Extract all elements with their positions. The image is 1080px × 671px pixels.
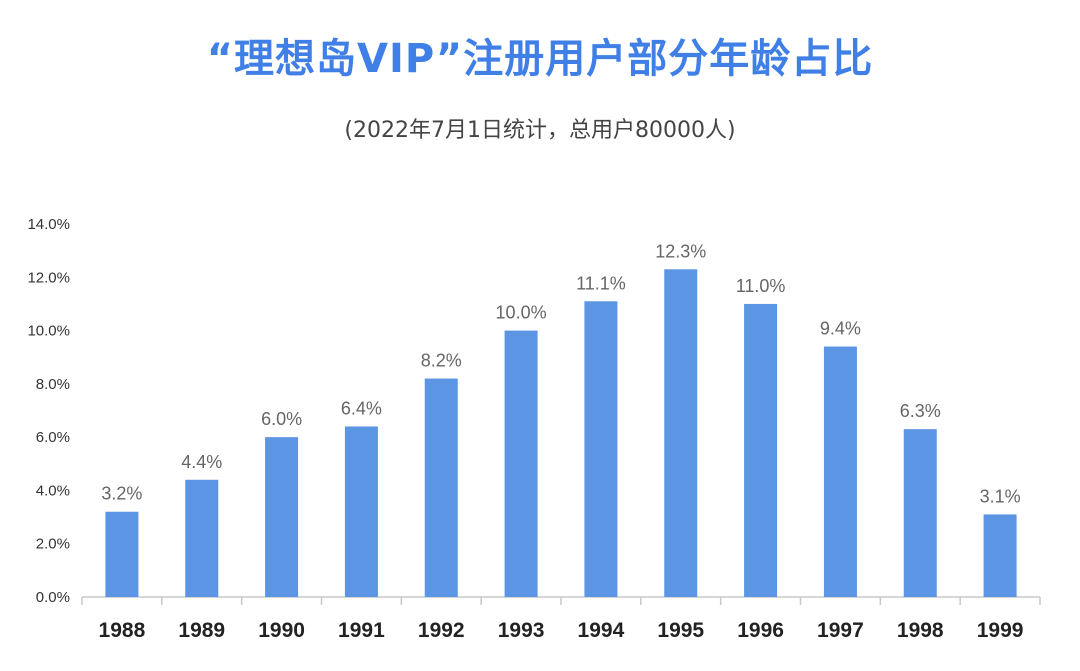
bar-1998 — [903, 429, 937, 597]
x-tick-label: 1998 — [897, 619, 944, 642]
x-tick-label: 1995 — [657, 619, 704, 642]
data-label: 9.4% — [820, 319, 861, 339]
data-label: 6.4% — [341, 398, 382, 418]
y-tick-label: 2.0% — [36, 536, 70, 553]
chart-subtitle: (2022年7月1日统计，总用户80000人) — [344, 118, 736, 143]
data-label: 3.2% — [101, 484, 142, 504]
x-tick-label: 1997 — [817, 619, 864, 642]
y-tick-label: 10.0% — [27, 323, 70, 340]
bar-1993 — [504, 330, 538, 597]
bar-1988 — [105, 511, 139, 597]
bar-1990 — [265, 437, 299, 597]
data-label: 6.0% — [261, 409, 302, 429]
x-tick-label: 1988 — [99, 619, 146, 642]
x-tick-label: 1994 — [578, 619, 625, 642]
bar-1991 — [344, 426, 378, 597]
x-tick-label: 1992 — [418, 619, 465, 642]
x-tick-label: 1996 — [737, 619, 784, 642]
x-tick-label: 1999 — [977, 619, 1024, 642]
data-label: 11.1% — [576, 273, 626, 293]
data-label: 6.3% — [900, 401, 941, 421]
x-tick-label: 1991 — [338, 619, 385, 642]
chart-title: “理想岛VIP”注册用户部分年龄占比 — [206, 36, 874, 82]
data-label: 11.0% — [736, 276, 786, 296]
bar-1999 — [983, 514, 1017, 597]
data-label: 8.2% — [421, 351, 462, 371]
x-tick-label: 1990 — [258, 619, 305, 642]
bar-1992 — [424, 378, 458, 597]
bar-1995 — [664, 269, 698, 597]
y-tick-label: 12.0% — [27, 269, 70, 286]
x-tick-label: 1993 — [498, 619, 545, 642]
x-tick-label: 1989 — [178, 619, 225, 642]
data-label: 3.1% — [980, 486, 1021, 506]
bar-1996 — [744, 303, 778, 597]
bar-1989 — [185, 479, 219, 597]
y-tick-label: 0.0% — [36, 589, 70, 606]
bar-1997 — [823, 346, 857, 597]
data-label: 12.3% — [655, 241, 706, 261]
y-tick-label: 6.0% — [36, 429, 70, 446]
data-label: 4.4% — [181, 452, 222, 472]
y-tick-label: 14.0% — [27, 216, 70, 233]
data-label: 10.0% — [496, 303, 547, 323]
y-tick-label: 8.0% — [36, 376, 70, 393]
y-tick-label: 4.0% — [36, 482, 70, 499]
bar-1994 — [584, 301, 618, 597]
